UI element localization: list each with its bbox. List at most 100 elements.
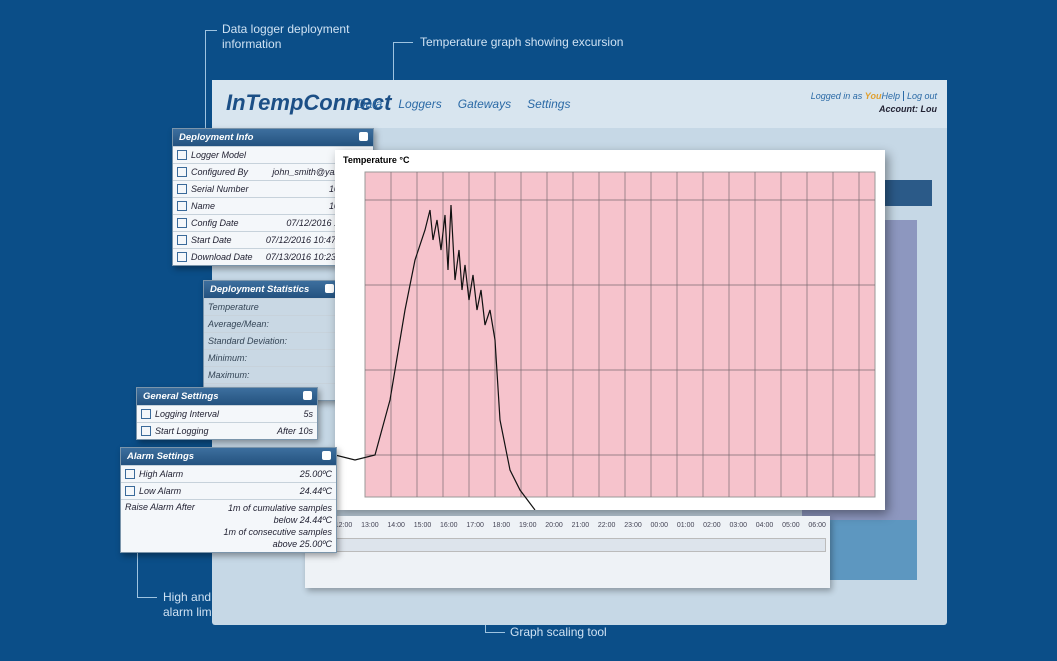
time-label: 12:00 [334,522,353,529]
time-label: 06:00 [808,522,826,529]
row-label: High Alarm [125,469,183,480]
nav-item[interactable]: Loggers [398,97,442,111]
time-label: 01:00 [676,522,695,529]
temperature-line [335,204,536,510]
row: Average/Mean: [204,315,339,332]
callout-line [205,30,206,130]
value: 07/12/2016 10:47:50 EDT [265,235,369,245]
icon [177,218,187,229]
nav-item[interactable]: Settings [527,97,571,111]
icon [125,469,135,480]
graph-title: Temperature °C [343,155,410,165]
callout: Graph scaling tool [510,625,607,639]
raise-line: below 24.44ºC [273,515,332,525]
user[interactable]: You [864,91,882,101]
raise-line: 1m of cumulative samples [227,503,332,513]
callout-line [485,632,505,633]
row: Start Date 07/12/2016 10:47:50 EDT [173,231,373,248]
label: Start Logging [155,425,209,436]
row-label: Logging Interval [141,409,219,420]
callout-line [205,30,217,31]
help-link[interactable]: Help [881,91,900,101]
raise-row: Raise Alarm After 1m of cumulative sample… [121,499,336,552]
login-info: Logged in as YouHelp Log out Account: Lou [811,90,937,116]
label: Logger Model [191,149,247,160]
row-label: Config Date [177,218,239,229]
label: Serial Number [191,183,249,194]
value: 5s [303,409,313,419]
range-track[interactable] [309,538,826,552]
row-label: Temperature [208,302,259,312]
raise-lines: 1m of cumulative samples below 24.44ºC 1m … [223,502,332,550]
row: Low Alarm 24.44ºC [121,482,336,499]
time-label: 19:00 [518,522,537,529]
panel-title: Deployment Info [173,129,373,146]
account: Account: Lou [879,104,937,114]
time-label: 16:00 [440,522,458,529]
icon [177,184,187,195]
row-label: Configured By [177,167,248,178]
row: Config Date 07/12/2016 10:47:34 [173,214,373,231]
row-label: Name [177,201,215,212]
label: Configured By [191,166,249,177]
nav-item[interactable]: Gateways [457,97,512,111]
row: Configured By john_smith@yahoo.com [173,163,373,180]
grid [365,172,875,497]
row-label: Serial Number [177,184,249,195]
panel-title: General Settings [137,388,317,405]
label: Name [191,200,216,211]
time-label: 17:00 [466,522,484,529]
row: Start Logging After 10s [137,422,317,439]
time-label: 20:00 [545,522,563,529]
row-label: Raise Alarm After [125,502,195,550]
deployment-statistics: Deployment Statistics Temperature Average/… [203,280,340,401]
raise-line: 1m of consecutive samples [223,527,332,537]
nav: Data Loggers Gateways Settings [357,97,570,111]
label: High Alarm [139,468,184,479]
row: Download Date 07/13/2016 10:23:31 EDT [173,248,373,265]
logout-link[interactable]: Log out [902,91,937,101]
panel-title: Alarm Settings [121,448,336,465]
login-label: Logged in as [810,91,863,101]
alarm-settings: Alarm Settings High Alarm 25.00ºC Low Alarm… [120,447,337,553]
time-label: 18:00 [492,522,511,529]
callout-line [137,535,138,598]
label: Maximum: [208,370,250,380]
icon [177,235,187,246]
logo[interactable]: InTempConnect [226,90,392,115]
time-label: 04:00 [755,522,774,529]
value: john_smith@yahoo.com [272,167,369,177]
scaling-tool[interactable]: 11:0012:0013:0014:0015:0016:0017:0018:00… [305,516,830,588]
time-label: 02:00 [703,522,721,529]
row-label: Minimum: [208,353,247,363]
panel-title: Deployment Statistics [204,281,339,298]
graph-svg [335,171,876,510]
time-label: 05:00 [782,522,800,529]
icon [177,150,187,161]
row-label: Low Alarm [125,486,181,497]
label: Config Date [191,217,239,228]
icon [177,252,187,263]
icon [177,167,187,178]
label: Temperature [208,302,259,312]
raise-line: above 25.00ºC [272,539,332,549]
nav-item[interactable]: Data [357,97,383,111]
row-label: Download Date [177,252,253,263]
row-label: Maximum: [208,370,250,380]
label: Start Date [191,234,232,245]
value: 25.00ºC [299,469,332,479]
row-label: Start Logging [141,426,209,437]
callout-line [137,597,157,598]
time-label: 15:00 [413,522,432,529]
label: Raise Alarm After [125,502,195,512]
row-label: Average/Mean: [208,319,269,329]
icon [125,486,135,497]
row-label: Logger Model [177,150,246,161]
icon [141,409,151,420]
time-label: 23:00 [624,522,642,529]
callout: Data logger deployment information [222,22,350,51]
plot-area [364,171,876,498]
time-axis: 11:0012:0013:0014:0015:0016:0017:0018:00… [309,522,826,529]
row: Minimum: [204,349,339,366]
